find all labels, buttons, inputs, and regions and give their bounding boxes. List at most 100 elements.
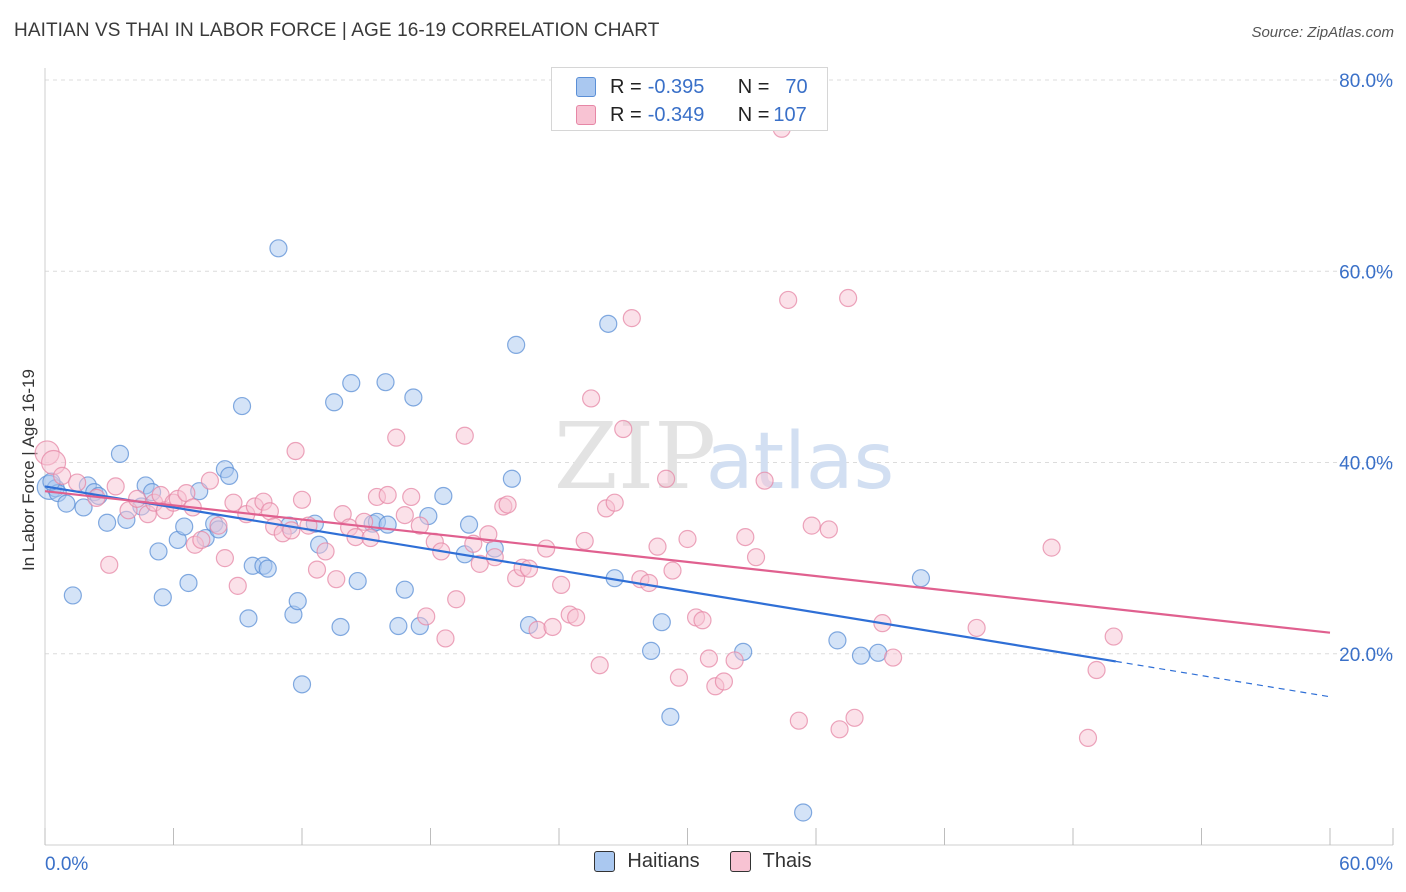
thai-point bbox=[228, 576, 247, 595]
x-tick-label: 60.0% bbox=[1339, 854, 1393, 875]
thai-point bbox=[127, 489, 147, 508]
thai-point bbox=[725, 651, 744, 670]
haitian-point bbox=[851, 646, 871, 665]
r-label: R = bbox=[610, 75, 642, 98]
thai-point bbox=[802, 516, 821, 535]
thai-point bbox=[1087, 660, 1106, 680]
thai-point bbox=[1078, 728, 1098, 748]
stats-box: R = -0.395 N = 70 R = -0.349 N = 107 bbox=[551, 67, 828, 131]
thai-point bbox=[582, 389, 601, 408]
haitian-point bbox=[239, 609, 258, 628]
thai-point bbox=[663, 561, 682, 580]
haitians-trend-line bbox=[44, 485, 1117, 663]
thai-point bbox=[436, 629, 455, 648]
thai-point bbox=[669, 668, 689, 687]
thai-point bbox=[378, 485, 397, 505]
haitian-point bbox=[376, 373, 395, 392]
stats-row-thais: R = -0.349 N = 107 bbox=[552, 100, 807, 130]
watermark-zip: ZIP bbox=[554, 403, 716, 510]
haitian-point bbox=[232, 396, 252, 416]
watermark: ZIP atlas bbox=[554, 403, 894, 510]
legend: Haitians Thais bbox=[0, 850, 1406, 873]
thai-point bbox=[543, 617, 562, 637]
source-label: Source: ZipAtlas.com bbox=[1251, 24, 1394, 41]
haitian-point bbox=[599, 314, 618, 333]
thai-point bbox=[537, 539, 556, 558]
thai-point bbox=[656, 469, 676, 488]
n-label: N = bbox=[737, 75, 770, 98]
y-tick-label: 20.0% bbox=[1339, 645, 1393, 666]
thai-point bbox=[1042, 538, 1061, 557]
thai-point bbox=[883, 648, 903, 667]
legend-label-thais: Thais bbox=[762, 850, 812, 872]
thai-point bbox=[447, 590, 466, 609]
thai-point bbox=[736, 527, 755, 547]
thai-point bbox=[192, 530, 211, 550]
watermark-atlas: atlas bbox=[706, 417, 895, 507]
haitian-point bbox=[175, 517, 194, 536]
haitian-point bbox=[395, 580, 414, 599]
x-tick-label: 0.0% bbox=[45, 854, 88, 875]
haitian-point bbox=[288, 592, 307, 611]
thai-point bbox=[648, 537, 667, 556]
haitians-swatch bbox=[576, 77, 596, 97]
haitian-point bbox=[325, 393, 344, 412]
thai-point bbox=[519, 559, 539, 578]
thai-point bbox=[395, 505, 414, 525]
legend-item-thais[interactable]: Thais bbox=[729, 850, 812, 873]
thai-point bbox=[1104, 627, 1123, 646]
haitian-point bbox=[404, 388, 423, 407]
haitian-point bbox=[153, 588, 172, 607]
thai-point bbox=[417, 607, 436, 626]
thai-point bbox=[286, 441, 305, 461]
trend-layer bbox=[44, 485, 1331, 698]
y-tick-label: 60.0% bbox=[1339, 262, 1393, 283]
thai-point bbox=[68, 473, 87, 492]
thai-point bbox=[215, 549, 234, 568]
haitian-point bbox=[502, 469, 521, 488]
grid-layer bbox=[45, 79, 1393, 655]
haitian-point bbox=[652, 613, 671, 632]
haitian-point bbox=[110, 444, 130, 463]
haitian-point bbox=[149, 542, 168, 561]
thai-point bbox=[552, 575, 571, 595]
legend-item-haitians[interactable]: Haitians bbox=[594, 850, 700, 873]
thai-point bbox=[410, 516, 429, 535]
haitians-legend-swatch bbox=[594, 851, 616, 872]
thai-point bbox=[100, 555, 119, 574]
thai-point bbox=[292, 490, 312, 509]
thai-point bbox=[575, 531, 594, 551]
haitian-point bbox=[641, 641, 661, 660]
haitian-point bbox=[220, 466, 239, 485]
thai-point bbox=[200, 471, 220, 490]
thai-point bbox=[845, 708, 864, 727]
thai-point bbox=[622, 309, 641, 328]
haitian-point bbox=[179, 573, 198, 593]
y-tick-label: 80.0% bbox=[1339, 71, 1393, 92]
thais-trend-line bbox=[44, 490, 1331, 634]
thai-point bbox=[590, 656, 609, 675]
thais-legend-swatch bbox=[729, 851, 751, 872]
haitian-point bbox=[389, 616, 408, 636]
thai-point bbox=[755, 471, 774, 490]
thai-point bbox=[209, 516, 228, 535]
y-tick-label: 40.0% bbox=[1339, 454, 1393, 475]
haitian-point bbox=[507, 335, 526, 354]
haitian-point bbox=[342, 374, 361, 393]
stats-row-haitians: R = -0.395 N = 70 bbox=[552, 72, 808, 102]
thai-point bbox=[567, 608, 586, 627]
thai-point bbox=[485, 548, 504, 567]
thai-point bbox=[402, 487, 421, 507]
r-value: -0.349 bbox=[647, 103, 705, 126]
chart-title: HAITIAN VS THAI IN LABOR FORCE | AGE 16-… bbox=[14, 20, 660, 41]
haitian-point bbox=[331, 617, 350, 637]
n-label: N = bbox=[737, 103, 770, 126]
haitian-point bbox=[74, 498, 93, 517]
thai-point bbox=[470, 554, 489, 573]
r-value: -0.395 bbox=[647, 75, 705, 98]
haitians-trend-extension bbox=[1115, 660, 1331, 698]
haitian-point bbox=[258, 559, 277, 578]
haitian-point bbox=[828, 631, 847, 650]
haitian-point bbox=[661, 707, 680, 726]
